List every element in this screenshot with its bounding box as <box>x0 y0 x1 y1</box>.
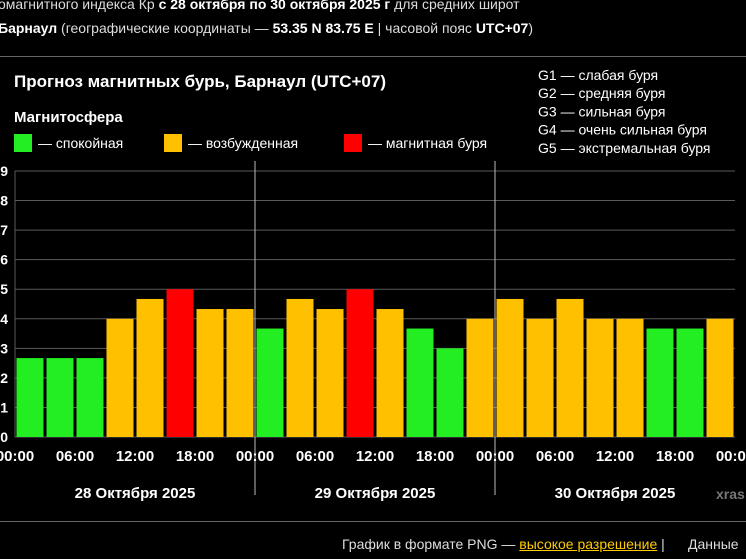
g-scale-item-1: G1 — слабая буря <box>538 67 658 83</box>
y-tick-6: 6 <box>0 252 8 268</box>
bar-7 <box>226 309 254 437</box>
bar-6 <box>196 309 224 437</box>
bar-23 <box>706 318 734 437</box>
bar-20 <box>616 318 644 437</box>
x-tick-1: 06:00 <box>56 448 94 465</box>
y-tick-4: 4 <box>0 311 8 327</box>
x-tick-2: 12:00 <box>116 448 154 465</box>
timezone-value: UTC+07 <box>475 20 529 36</box>
y-tick-1: 1 <box>0 399 8 415</box>
footer-png: График в формате PNG — высокое разрешени… <box>342 536 665 552</box>
bar-0 <box>16 358 44 437</box>
g-scale-item-5: G5 — экстремальная буря <box>538 140 711 156</box>
legend: — спокойная — возбужденная — магнитная бур… <box>14 134 487 152</box>
bar-8 <box>256 328 284 437</box>
bar-15 <box>466 318 494 437</box>
bar-22 <box>676 328 704 437</box>
legend-swatch-1 <box>164 134 182 152</box>
bar-9 <box>286 298 314 437</box>
x-tick-6: 12:00 <box>356 448 394 465</box>
x-tick-3: 18:00 <box>176 448 214 465</box>
bar-2 <box>76 358 104 437</box>
kp-forecast-chart: Прогноз магнитных бурь, Барнаул (UTC+07)… <box>0 56 746 522</box>
legend-swatch-0 <box>14 134 32 152</box>
y-tick-3: 3 <box>0 340 8 356</box>
x-tick-5: 06:00 <box>296 448 334 465</box>
coords-text-e: ) <box>528 20 534 36</box>
bar-13 <box>406 328 434 437</box>
y-tick-5: 5 <box>0 281 8 297</box>
x-tick-12: 00:00 <box>716 448 746 465</box>
y-tick-9: 9 <box>0 163 8 179</box>
y-axis-ticks: 0 1 2 3 4 5 6 7 8 9 <box>0 163 8 445</box>
hires-link[interactable]: высокое разрешение <box>519 536 658 552</box>
y-tick-2: 2 <box>0 370 8 386</box>
g-scale-item-4: G4 — очень сильная буря <box>538 122 707 138</box>
g-scale-item-3: G3 — сильная буря <box>538 103 666 119</box>
bar-1 <box>46 358 74 437</box>
day-labels: 28 Октября 2025 29 Октября 2025 30 Октября… <box>75 485 676 502</box>
day-label-1: 29 Октября 2025 <box>315 485 436 502</box>
x-tick-0: 00:00 <box>0 448 34 465</box>
g-scale-list: G1 — слабая буря G2 — средняя буря G3 — си… <box>538 67 711 156</box>
day-label-2: 30 Октября 2025 <box>555 485 676 502</box>
g-scale-item-2: G2 — средняя буря <box>538 85 665 101</box>
bar-11 <box>346 289 374 437</box>
x-tick-9: 06:00 <box>536 448 574 465</box>
x-tick-4: 00:00 <box>236 448 274 465</box>
png-text: График в формате PNG — <box>342 536 520 552</box>
bar-17 <box>526 318 554 437</box>
legend-swatch-2 <box>344 134 362 152</box>
bar-10 <box>316 309 344 437</box>
period-dates: с 28 октября по 30 октября 2025 г <box>158 0 391 12</box>
y-tick-8: 8 <box>0 193 8 209</box>
bar-19 <box>586 318 614 437</box>
data-link[interactable]: Данные <box>688 536 739 552</box>
bar-14 <box>436 348 464 437</box>
y-tick-0: 0 <box>0 429 8 445</box>
bar-3 <box>106 318 134 437</box>
watermark: xras <box>716 486 745 502</box>
coords-value: 53.35 N 83.75 E <box>272 20 374 36</box>
x-axis-ticks: 00:00 06:00 12:00 18:00 00:00 06:00 12:00 18:00… <box>0 448 746 465</box>
city-name: Барнаул <box>0 20 58 36</box>
bar-18 <box>556 298 584 437</box>
x-tick-10: 12:00 <box>596 448 634 465</box>
legend-title: Магнитосфера <box>14 109 123 126</box>
grid <box>14 161 735 495</box>
x-tick-7: 18:00 <box>416 448 454 465</box>
bar-16 <box>496 298 524 437</box>
period-line: омагнитного индекса Кр с 28 октября по 3… <box>0 0 520 12</box>
period-text-a: омагнитного индекса Кр <box>0 0 159 12</box>
bar-12 <box>376 309 404 437</box>
footer-sep: | <box>657 536 665 552</box>
legend-label-2: — магнитная буря <box>368 135 487 151</box>
legend-label-0: — спокойная <box>38 135 123 151</box>
bars <box>16 289 734 437</box>
bar-21 <box>646 328 674 437</box>
bar-4 <box>136 298 164 437</box>
day-label-0: 28 Октября 2025 <box>75 485 196 502</box>
location-line: Барнаул (географические координаты — 53.… <box>0 20 533 36</box>
x-tick-11: 18:00 <box>656 448 694 465</box>
legend-label-1: — возбужденная <box>188 135 298 151</box>
chart-title: Прогноз магнитных бурь, Барнаул (UTC+07) <box>14 72 386 91</box>
bar-5 <box>166 289 194 437</box>
coords-text-a: (географические координаты — <box>57 20 273 36</box>
y-tick-7: 7 <box>0 222 8 238</box>
x-tick-8: 00:00 <box>476 448 514 465</box>
chart-svg: Прогноз магнитных бурь, Барнаул (UTC+07)… <box>0 67 746 502</box>
period-text-c: для средних широт <box>390 0 520 12</box>
coords-text-c: | часовой пояс <box>373 20 476 36</box>
